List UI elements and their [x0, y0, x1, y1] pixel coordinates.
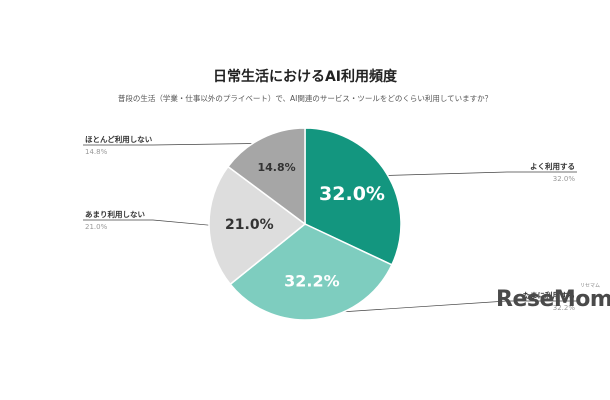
callout-line-tamani	[315, 300, 577, 314]
pie-slice-hotondo	[227, 127, 306, 226]
legend-value-yoku: 32.0%	[553, 175, 576, 183]
watermark-ruby: リセマム	[579, 283, 600, 289]
label-layer: 32.0% 32.2% 21.0% 14.8%	[225, 161, 385, 291]
watermark-logo: ReseMom	[496, 287, 610, 312]
legend-label-yoku: よく利用する	[530, 161, 575, 171]
legend-label-tamani: たまに利用する	[523, 290, 575, 300]
data-label-tamani: 32.2%	[284, 272, 340, 291]
data-label-amari: 21.0%	[225, 217, 274, 233]
pie-slice-yoku	[304, 127, 402, 266]
legend-label-hotondo: ほとんど利用しない	[85, 134, 153, 144]
slice-layer	[208, 127, 402, 321]
data-label-hotondo: 14.8%	[258, 161, 296, 174]
pie-slice-amari	[208, 165, 307, 286]
callout-layer: よく利用する 32.0% たまに利用する 32.2% あまり利用しない 21.0% ほとんど…	[83, 134, 577, 314]
pie-slice-tamani	[229, 223, 393, 321]
chart-subtitle: 普段の生活（学業・仕事以外のプライベート）で、AI関連のサービス・ツールをどのく…	[117, 94, 493, 103]
legend-label-amari: あまり利用しない	[85, 209, 145, 219]
legend-value-amari: 21.0%	[85, 223, 108, 231]
legend-value-tamani: 32.2%	[553, 304, 576, 312]
data-label-yoku: 32.0%	[319, 183, 385, 205]
callout-line-hotondo	[83, 142, 265, 146]
chart-title: 日常生活におけるAI利用頻度	[212, 69, 398, 85]
resemom-watermark: リセマム ReseMom	[496, 282, 610, 322]
legend-value-hotondo: 14.8%	[85, 148, 108, 156]
callout-line-amari	[83, 219, 215, 227]
callout-line-yoku	[381, 171, 577, 176]
